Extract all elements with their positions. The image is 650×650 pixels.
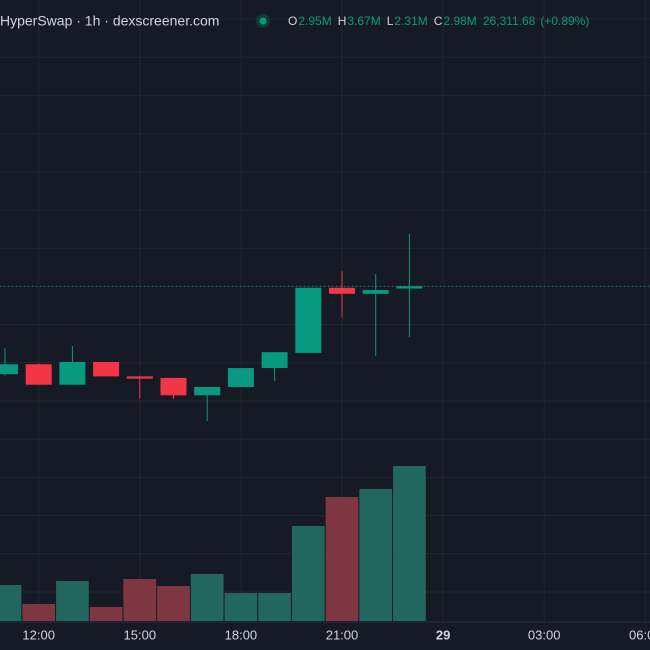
volume-value: 26,311.68 [483,14,536,28]
x-tick-label: 18:00 [225,627,258,642]
candle-body [261,352,288,369]
candle-body [295,287,322,353]
volume-bar [291,525,325,621]
x-tick-label: 03:00 [528,627,561,642]
volume-bar [325,496,359,621]
candle-body [93,361,120,377]
volume-bar [56,580,89,621]
volume-bar [224,593,258,621]
volume-bar [22,603,56,621]
candle-body [126,376,153,379]
candle-body [0,364,18,375]
candle-body [194,386,221,396]
chart-title: HyperSwap · 1h · dexscreener.com [0,13,219,29]
candle-body [227,368,254,387]
ohlc-legend: O 2.95M H 3.67M L 2.31M C 2.98M 26,311.68 (+0.89%… [288,14,589,28]
volume-bar [89,606,123,621]
ohlc-key: H [338,14,347,28]
ohlc-value: 2.31M [394,14,427,28]
x-tick-label: 21:00 [326,627,359,642]
volume-bar [393,465,426,621]
change-value: (+0.89%) [540,14,589,28]
volume-bar [157,586,190,621]
volume-bar [0,585,22,621]
candle-body [396,286,423,289]
ohlc-value: 3.67M [347,14,380,28]
ohlc-value: 2.95M [298,14,331,28]
candle-body [59,361,86,385]
volume-bar [359,488,393,621]
candle-body [362,290,389,294]
candle-body [160,377,187,396]
ohlc-key: O [288,14,297,28]
ohlc-key: L [387,14,394,28]
ohlc-key: C [434,14,443,28]
candle-body [329,287,355,294]
volume-bar [123,578,157,621]
candle-body [25,364,52,385]
x-tick-label: 15:00 [124,627,157,642]
volume-bar [258,593,291,621]
x-tick-label: 12:00 [22,627,55,642]
volume-bar [190,573,224,621]
status-dot [259,17,267,25]
ohlc-value: 2.98M [443,14,476,28]
x-tick-label: 29 [436,627,450,642]
x-tick-label: 06:00 [629,627,650,642]
